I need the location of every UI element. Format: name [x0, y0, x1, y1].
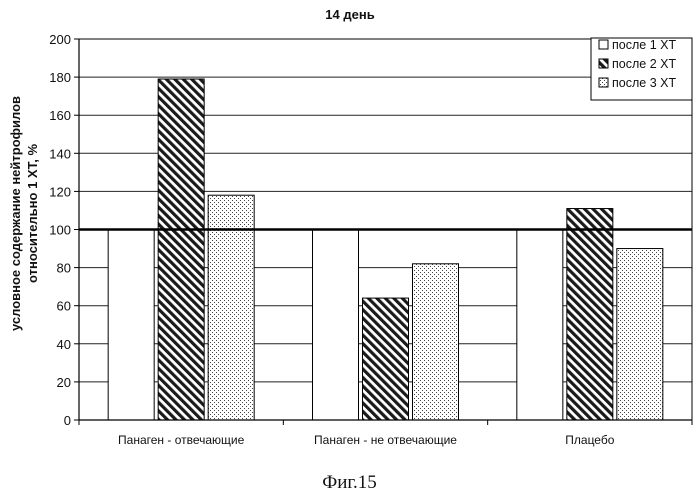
chart-title: 14 день — [325, 7, 374, 22]
legend: после 1 ХТ после 2 ХТ после 3 ХТ — [591, 38, 692, 100]
bar-2-series-2 — [363, 298, 409, 420]
bar-1-series-1 — [108, 230, 154, 421]
y-axis-label: условное содержание нейтрофилов — [8, 96, 23, 331]
bar-3-series-2 — [567, 209, 613, 420]
y-tick-label-160: 160 — [49, 108, 71, 123]
y-tick-label-80: 80 — [57, 261, 71, 276]
y-tick-label-60: 60 — [57, 299, 71, 314]
legend-label-1: после 1 ХТ — [612, 38, 676, 52]
x-category-label-2: Панаген - не отвечающие — [314, 433, 457, 447]
legend-swatch-2 — [599, 59, 608, 68]
y-tick-label-0: 0 — [64, 413, 71, 428]
y-axis-label-line-1: условное содержание нейтрофилов — [8, 96, 23, 331]
y-axis-label-line-2: относительно 1 ХТ, % — [25, 144, 40, 283]
bar-groups — [108, 79, 663, 420]
y-tick-label-120: 120 — [49, 184, 71, 199]
bar-1-series-2 — [158, 79, 204, 420]
bar-2-series-1 — [313, 230, 359, 421]
figure-caption: Фиг.15 — [0, 472, 699, 494]
y-tick-label-140: 140 — [49, 146, 71, 161]
y-tick-label-20: 20 — [57, 375, 71, 390]
y-tick-label-100: 100 — [49, 223, 71, 238]
x-category-labels: Панаген - отвечающие Панаген - не отвечаю… — [118, 433, 615, 447]
legend-label-2: после 2 ХТ — [612, 57, 676, 71]
legend-label-3: после 3 ХТ — [612, 76, 676, 90]
neutrophil-bar-chart: 14 день условное содержание нейтрофилов … — [0, 0, 699, 465]
bar-3-series-1 — [517, 230, 563, 421]
y-tick-label-40: 40 — [57, 337, 71, 352]
x-category-label-3: Плацебо — [565, 433, 614, 447]
bar-3-series-3 — [617, 249, 663, 420]
y-axis-label-2: относительно 1 ХТ, % — [25, 144, 40, 283]
bar-2-series-3 — [413, 264, 459, 420]
y-tick-label-200: 200 — [49, 32, 71, 47]
legend-swatch-1 — [599, 40, 608, 49]
legend-swatch-3 — [599, 78, 608, 87]
y-tick-labels: 0 20 40 60 80 100 120 140 160 180 200 — [49, 32, 71, 428]
x-category-label-1: Панаген - отвечающие — [118, 433, 245, 447]
y-tick-label-180: 180 — [49, 70, 71, 85]
